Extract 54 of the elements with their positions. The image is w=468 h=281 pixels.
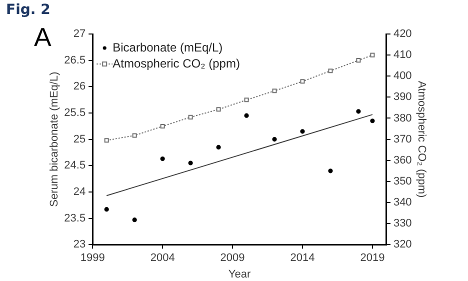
point [244, 113, 249, 118]
point [370, 52, 375, 58]
y2-tick-label: 410 [393, 49, 412, 62]
x-tick-label: 2014 [290, 252, 315, 264]
point [356, 109, 361, 114]
x-tick-label: 2019 [360, 252, 385, 264]
x-tick-label: 2009 [220, 252, 245, 264]
legend-label: Bicarbonate (mEq/L) [112, 40, 223, 54]
x-tick-label: 2004 [150, 252, 175, 264]
y-tick-label: 23.5 [64, 212, 86, 224]
y-tick-label: 26 [73, 80, 86, 93]
legend-label: Atmospheric CO₂ (ppm) [112, 56, 240, 70]
point [160, 124, 165, 129]
y-axis-title: Serum bicarbonate (mEq/L) [48, 72, 61, 207]
x-tick-label: 1999 [80, 252, 105, 264]
point [356, 58, 361, 63]
y2-tick-label: 350 [393, 175, 412, 188]
point [132, 218, 137, 222]
y2-tick-label: 340 [393, 196, 412, 209]
point [244, 98, 249, 102]
y2-tick-label: 330 [393, 218, 412, 230]
x-axis-title: Year [228, 268, 251, 280]
y2-tick-label: 360 [393, 154, 412, 166]
point [216, 107, 221, 112]
y-tick-label: 24.5 [64, 160, 86, 172]
point [370, 118, 375, 124]
point [160, 156, 165, 162]
y2-tick-label: 370 [393, 133, 412, 146]
y2-tick-label: 400 [393, 70, 412, 82]
point [300, 129, 305, 134]
point [328, 168, 333, 174]
chart-title: Fig. 2 [6, 2, 50, 18]
point [188, 160, 193, 166]
point [328, 68, 333, 74]
point [188, 114, 193, 120]
point [300, 79, 305, 84]
point [272, 137, 277, 142]
y2-axis-title: Atmospheric CO₂ (ppm) [415, 80, 428, 198]
text: A [34, 22, 52, 53]
y2-tick-label: 320 [393, 238, 412, 251]
point [272, 88, 277, 94]
y2-tick-label: 420 [393, 28, 412, 40]
y-tick-label: 23 [73, 238, 86, 251]
y2-tick-label: 390 [393, 91, 412, 104]
point [132, 133, 137, 138]
point [216, 144, 221, 150]
y-tick-label: 26.5 [64, 54, 86, 66]
point [104, 138, 109, 143]
y-tick-label: 27 [73, 28, 86, 40]
point [104, 207, 109, 212]
y-tick-label: 25.5 [64, 107, 86, 120]
y-tick-label: 25 [73, 133, 86, 146]
y-tick-label: 24 [73, 186, 86, 198]
y2-tick-label: 380 [393, 112, 412, 124]
